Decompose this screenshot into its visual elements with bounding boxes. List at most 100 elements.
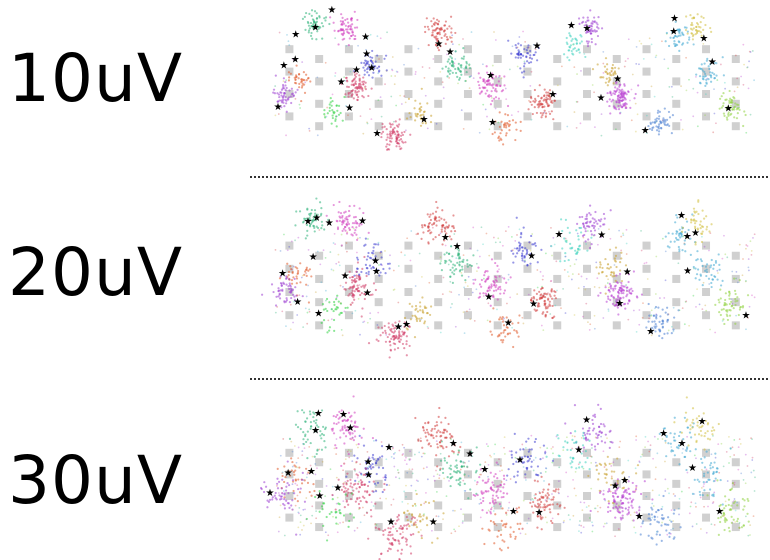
spike-point [327, 319, 330, 322]
spike-point [701, 308, 704, 311]
spike-point [532, 459, 535, 462]
spike-point [523, 48, 526, 51]
spike-point [591, 418, 594, 422]
spike-point [392, 498, 395, 501]
spike-point [333, 111, 336, 114]
spike-point [548, 98, 552, 101]
spike-point [440, 36, 443, 40]
spike-point [614, 86, 617, 89]
spike-point [600, 271, 604, 274]
spike-point [640, 525, 643, 528]
spike-point [433, 35, 436, 39]
spike-point [377, 458, 380, 461]
spike-point [747, 520, 750, 523]
spike-point [468, 75, 471, 78]
spike-point [294, 82, 298, 85]
spike-point [392, 289, 395, 291]
spike-point [342, 514, 346, 517]
spike-point [617, 288, 621, 292]
spike-point [658, 320, 661, 324]
spike-point [596, 510, 599, 513]
spike-point [305, 417, 309, 420]
spike-point [664, 311, 667, 314]
spike-point [752, 469, 755, 472]
spike-point [341, 428, 344, 431]
probe-site [374, 77, 383, 86]
spike-point [372, 266, 375, 269]
spike-point [559, 260, 562, 263]
spike-point [356, 98, 359, 101]
spike-point [277, 530, 280, 533]
spike-point [557, 491, 560, 494]
spike-point [671, 232, 674, 235]
spike-point [448, 25, 451, 28]
spike-point [689, 234, 692, 237]
spike-point [569, 265, 572, 267]
spike-point [733, 108, 736, 111]
spike-cluster [416, 200, 457, 246]
spike-point [738, 438, 741, 441]
spike-point [621, 506, 624, 510]
spike-point [484, 490, 487, 493]
spike-point [397, 301, 400, 304]
spike-point [376, 54, 379, 57]
spike-point [486, 115, 488, 118]
spike-point [627, 511, 631, 514]
spike-point [613, 498, 616, 501]
spike-point [367, 94, 370, 98]
spike-point [704, 23, 707, 27]
spike-point [751, 50, 754, 52]
spike-point [498, 275, 501, 278]
spike-point [436, 18, 439, 21]
spike-point [582, 526, 585, 529]
spike-point [742, 43, 745, 46]
spike-point [703, 62, 706, 65]
spike-point [549, 96, 552, 99]
spike-point [384, 329, 387, 332]
spike-point [394, 527, 397, 530]
spike-point [586, 42, 590, 45]
probe-site [493, 321, 502, 330]
spike-point [548, 293, 551, 296]
spike-point [334, 115, 338, 118]
spike-point [598, 266, 602, 269]
spike-point [372, 246, 375, 249]
spike-point [735, 103, 739, 106]
spike-point [307, 29, 311, 32]
spike-point [664, 460, 666, 463]
spike-point [445, 495, 448, 497]
spike-point [648, 450, 651, 453]
spike-point [367, 270, 370, 274]
spike-point [657, 109, 660, 112]
spike-cluster [320, 294, 349, 334]
spike-point [711, 60, 714, 63]
spike-point [509, 276, 512, 279]
spike-point [672, 512, 675, 515]
spike-point [754, 476, 756, 479]
spike-point [505, 132, 508, 135]
spike-point [287, 71, 291, 74]
spike-point [323, 439, 326, 443]
spike-point [392, 120, 395, 123]
spike-point [704, 304, 707, 307]
spike-point [364, 237, 367, 240]
spike-point [364, 483, 367, 486]
spike-point [562, 521, 565, 524]
spike-point [571, 456, 575, 459]
spike-point [443, 457, 446, 460]
spike-point [502, 319, 505, 321]
spike-point [379, 263, 383, 266]
spike-point [431, 25, 434, 28]
spike-point [491, 494, 495, 497]
spike-point [411, 504, 414, 507]
spike-point [580, 35, 583, 38]
spike-point [529, 56, 532, 59]
spike-point [351, 289, 354, 292]
spike-point [338, 215, 341, 218]
spike-point [580, 40, 583, 43]
spike-point [665, 118, 669, 121]
spike-point [407, 97, 411, 100]
spike-point [551, 101, 554, 104]
spike-point [548, 300, 551, 303]
probe-site [315, 99, 324, 108]
